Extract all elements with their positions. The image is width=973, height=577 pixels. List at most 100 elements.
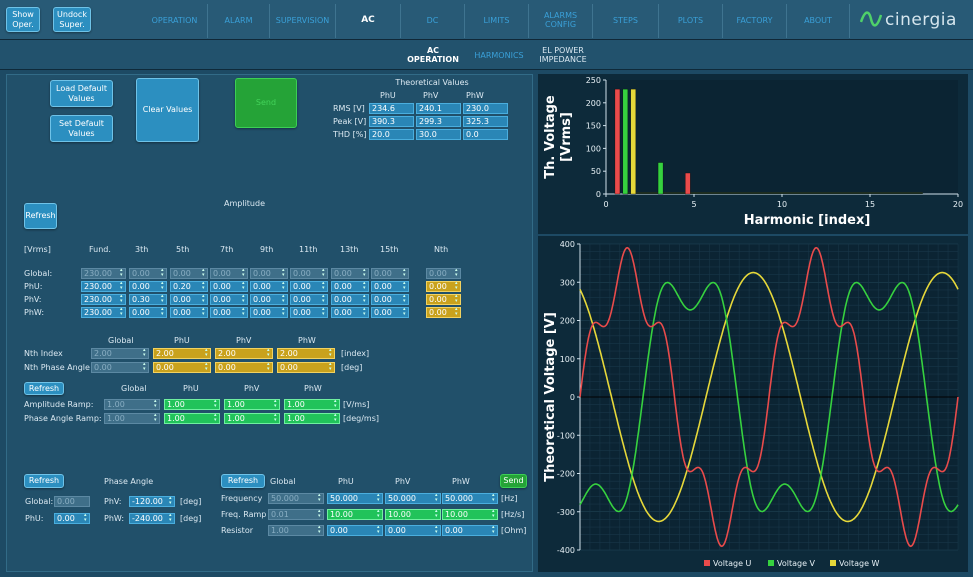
- clear-values-button[interactable]: Clear Values: [136, 78, 199, 142]
- phase-angle-ramp-input[interactable]: 1.00: [164, 413, 220, 424]
- phase-phw-input[interactable]: -240.00: [129, 513, 175, 524]
- freq-input[interactable]: 0.00: [442, 525, 498, 536]
- nth-index-input[interactable]: 2.00: [215, 348, 273, 359]
- amplitude-input[interactable]: 230.00: [81, 294, 126, 305]
- phase-angle-ramp-input[interactable]: 1.00: [224, 413, 280, 424]
- amplitude-input[interactable]: 0.00: [250, 268, 288, 279]
- amplitude-input[interactable]: 0.00: [250, 294, 288, 305]
- tab-factory[interactable]: FACTORY: [723, 4, 787, 38]
- amplitude-input[interactable]: 0.00: [129, 281, 167, 292]
- phase-angle-ramp-input[interactable]: 1.00: [284, 413, 340, 424]
- amplitude-input[interactable]: 0.00: [250, 307, 288, 318]
- amplitude-input[interactable]: 0.00: [371, 268, 409, 279]
- amplitude-input[interactable]: 0.00: [331, 281, 369, 292]
- tab-operation[interactable]: OPERATION: [142, 4, 208, 38]
- phase-global-input[interactable]: 0.00: [54, 496, 90, 507]
- amplitude-col-header: 11th: [299, 245, 318, 254]
- freq-input[interactable]: 10.00: [327, 509, 383, 520]
- refresh-ramp-button[interactable]: Refresh: [24, 382, 64, 395]
- wave-legend-label: Voltage W: [839, 559, 880, 568]
- amplitude-input[interactable]: 0.00: [290, 294, 328, 305]
- tab-steps[interactable]: STEPS: [593, 4, 659, 38]
- subtab-el-power-impedance[interactable]: EL POWER IMPEDANCE: [539, 46, 587, 64]
- amplitude-input[interactable]: 0.00: [290, 268, 328, 279]
- amplitude-input[interactable]: 0.00: [426, 268, 461, 279]
- amplitude-input[interactable]: 0.00: [371, 307, 409, 318]
- amplitude-input[interactable]: 0.00: [331, 268, 369, 279]
- tab-limits[interactable]: LIMITS: [465, 4, 529, 38]
- send-frequency-button[interactable]: Send: [500, 474, 527, 488]
- refresh-frequency-button[interactable]: Refresh: [221, 474, 265, 488]
- tab-dc[interactable]: DC: [401, 4, 465, 38]
- amplitude-input[interactable]: 230.00: [81, 268, 126, 279]
- amplitude-input[interactable]: 230.00: [81, 307, 126, 318]
- freq-col-header: Global: [270, 477, 296, 486]
- amplitude-col-header: [Vrms]: [24, 245, 51, 254]
- nth-phase-input[interactable]: 0.00: [91, 362, 149, 373]
- nth-phase-input[interactable]: 0.00: [215, 362, 273, 373]
- phase-phu-input[interactable]: 0.00: [54, 513, 90, 524]
- freq-input[interactable]: 0.01: [268, 509, 324, 520]
- undock-supervision-button[interactable]: Undock Super.: [53, 7, 91, 32]
- nth-index-input[interactable]: 2.00: [91, 348, 149, 359]
- send-button[interactable]: Send: [235, 78, 297, 128]
- tab-plots[interactable]: PLOTS: [659, 4, 723, 38]
- freq-input[interactable]: 0.00: [327, 525, 383, 536]
- freq-input[interactable]: 50.000: [268, 493, 324, 504]
- amplitude-input[interactable]: 0.00: [371, 294, 409, 305]
- freq-input[interactable]: 10.00: [442, 509, 498, 520]
- freq-input[interactable]: 10.00: [385, 509, 441, 520]
- amplitude-input[interactable]: 0.00: [331, 294, 369, 305]
- amplitude-ramp-input[interactable]: 1.00: [284, 399, 340, 410]
- subtab-ac-operation[interactable]: AC OPERATION: [407, 46, 459, 64]
- tab-alarms-config[interactable]: ALARMS CONFIG: [529, 4, 593, 38]
- amplitude-input[interactable]: 0.00: [371, 281, 409, 292]
- phase-phv-input[interactable]: -120.00: [129, 496, 175, 507]
- amplitude-ramp-input[interactable]: 1.00: [164, 399, 220, 410]
- amplitude-input[interactable]: 0.00: [129, 268, 167, 279]
- tab-alarm[interactable]: ALARM: [208, 4, 270, 38]
- freq-input[interactable]: 50.000: [442, 493, 498, 504]
- amplitude-col-header: 13th: [340, 245, 359, 254]
- amplitude-input[interactable]: 0.20: [170, 281, 208, 292]
- freq-input[interactable]: 0.00: [385, 525, 441, 536]
- amplitude-input[interactable]: 0.00: [331, 307, 369, 318]
- freq-input[interactable]: 50.000: [327, 493, 383, 504]
- amplitude-col-header: 5th: [176, 245, 190, 254]
- amplitude-input[interactable]: 0.00: [170, 268, 208, 279]
- amplitude-input[interactable]: 0.00: [290, 307, 328, 318]
- amplitude-input[interactable]: 0.30: [129, 294, 167, 305]
- amplitude-ramp-input[interactable]: 1.00: [104, 399, 160, 410]
- nth-index-input[interactable]: 2.00: [153, 348, 211, 359]
- amplitude-input[interactable]: 0.00: [426, 281, 461, 292]
- amplitude-input[interactable]: 0.00: [210, 294, 248, 305]
- tab-about[interactable]: ABOUT: [787, 4, 850, 38]
- refresh-amplitude-button[interactable]: Refresh: [24, 203, 57, 229]
- wave-y-tick-label: -400: [557, 546, 575, 555]
- nth-index-input[interactable]: 2.00: [277, 348, 335, 359]
- phase-angle-ramp-input[interactable]: 1.00: [104, 413, 160, 424]
- amplitude-input[interactable]: 0.00: [210, 268, 248, 279]
- amplitude-input[interactable]: 0.00: [210, 281, 248, 292]
- amplitude-input[interactable]: 0.00: [170, 294, 208, 305]
- amplitude-input[interactable]: 230.00: [81, 281, 126, 292]
- amplitude-input[interactable]: 0.00: [290, 281, 328, 292]
- load-default-values-button[interactable]: Load Default Values: [50, 80, 113, 107]
- amplitude-input[interactable]: 0.00: [426, 307, 461, 318]
- show-operation-button[interactable]: Show Oper.: [6, 7, 40, 32]
- amplitude-ramp-input[interactable]: 1.00: [224, 399, 280, 410]
- set-default-values-button[interactable]: Set Default Values: [50, 115, 113, 142]
- amplitude-input[interactable]: 0.00: [210, 307, 248, 318]
- tab-supervision[interactable]: SUPERVISION: [270, 4, 336, 38]
- freq-input[interactable]: 1.00: [268, 525, 324, 536]
- subtab-harmonics[interactable]: HARMONICS: [474, 50, 524, 60]
- amplitude-input[interactable]: 0.00: [426, 294, 461, 305]
- nth-phase-input[interactable]: 0.00: [277, 362, 335, 373]
- nth-phase-input[interactable]: 0.00: [153, 362, 211, 373]
- amplitude-input[interactable]: 0.00: [250, 281, 288, 292]
- refresh-phase-button[interactable]: Refresh: [24, 474, 64, 488]
- tab-ac[interactable]: AC: [336, 4, 401, 38]
- amplitude-input[interactable]: 0.00: [170, 307, 208, 318]
- amplitude-input[interactable]: 0.00: [129, 307, 167, 318]
- freq-input[interactable]: 50.000: [385, 493, 441, 504]
